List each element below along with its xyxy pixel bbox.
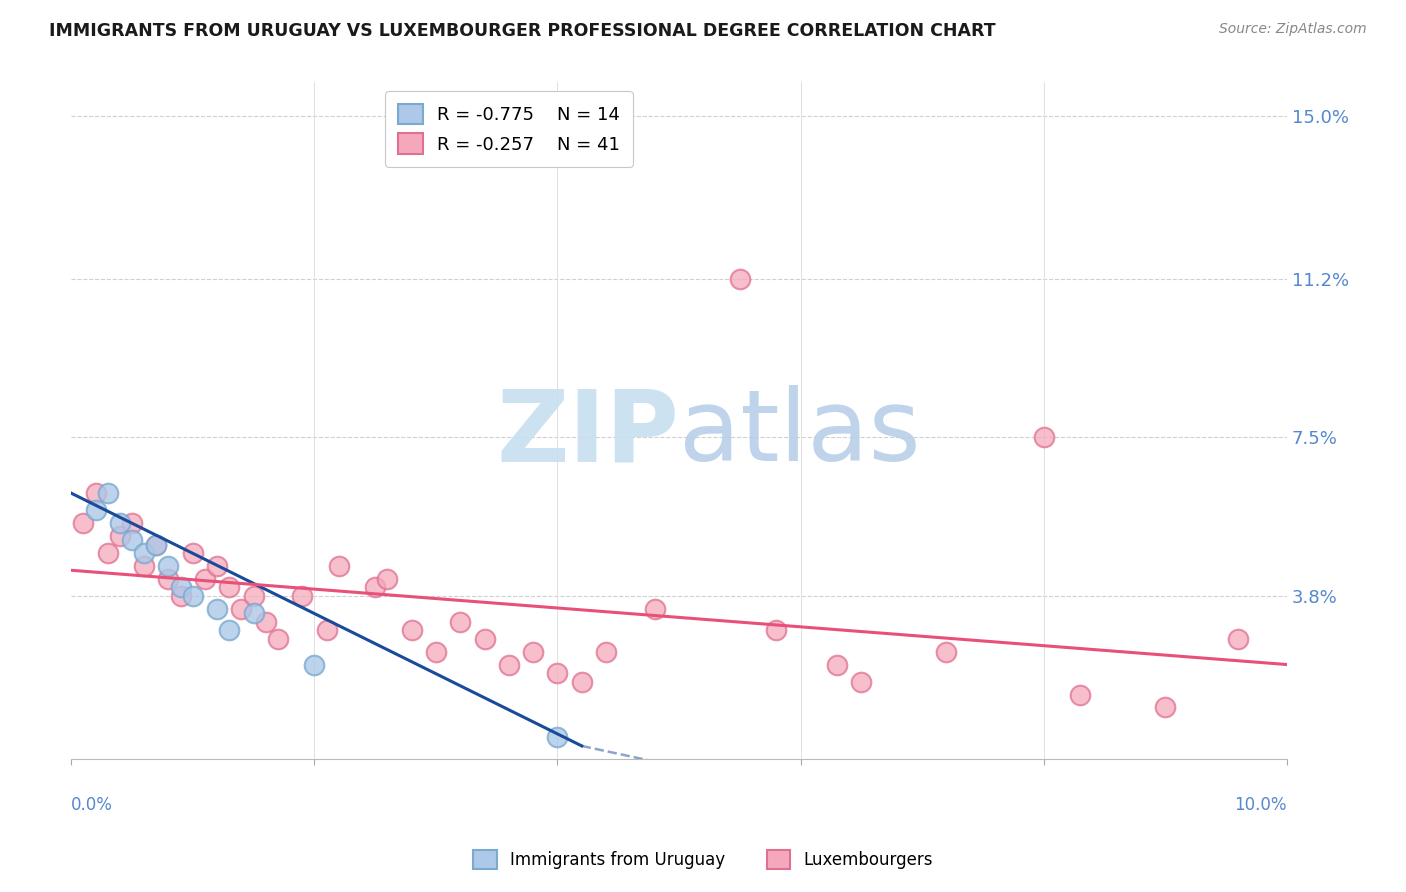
Point xyxy=(375,572,398,586)
Point xyxy=(145,538,167,552)
Point xyxy=(401,624,423,638)
Point xyxy=(108,516,131,531)
Point xyxy=(291,589,314,603)
Point xyxy=(84,486,107,500)
Point xyxy=(304,657,326,672)
Point xyxy=(84,503,107,517)
Text: IMMIGRANTS FROM URUGUAY VS LUXEMBOURGER PROFESSIONAL DEGREE CORRELATION CHART: IMMIGRANTS FROM URUGUAY VS LUXEMBOURGER … xyxy=(49,22,995,40)
Point xyxy=(728,272,751,286)
Point xyxy=(157,559,180,574)
Point xyxy=(595,645,617,659)
Point xyxy=(546,666,568,681)
Point xyxy=(644,602,666,616)
Point xyxy=(121,533,143,548)
Point xyxy=(474,632,496,646)
Point xyxy=(97,546,120,560)
Point xyxy=(1069,688,1091,702)
Point xyxy=(181,546,204,560)
Point xyxy=(157,572,180,586)
Text: atlas: atlas xyxy=(679,385,921,483)
Point xyxy=(242,606,264,620)
Point xyxy=(825,657,848,672)
Point xyxy=(108,529,131,543)
Point xyxy=(218,624,240,638)
Point xyxy=(522,645,544,659)
Point xyxy=(97,486,120,500)
Point xyxy=(935,645,957,659)
Point xyxy=(231,602,253,616)
Text: 0.0%: 0.0% xyxy=(72,796,112,814)
Point xyxy=(205,602,228,616)
Point xyxy=(194,572,217,586)
Point xyxy=(242,589,264,603)
Point xyxy=(328,559,350,574)
Legend: Immigrants from Uruguay, Luxembourgers: Immigrants from Uruguay, Luxembourgers xyxy=(463,840,943,880)
Point xyxy=(205,559,228,574)
Point xyxy=(134,546,156,560)
Point xyxy=(571,674,593,689)
Point xyxy=(546,731,568,745)
Point xyxy=(1032,430,1054,444)
Point xyxy=(1154,700,1177,714)
Point xyxy=(851,674,873,689)
Point xyxy=(181,589,204,603)
Text: 10.0%: 10.0% xyxy=(1234,796,1286,814)
Point xyxy=(254,615,277,629)
Point xyxy=(498,657,520,672)
Point xyxy=(449,615,471,629)
Point xyxy=(145,538,167,552)
Point xyxy=(134,559,156,574)
Point xyxy=(169,589,191,603)
Point xyxy=(121,516,143,531)
Point xyxy=(169,581,191,595)
Point xyxy=(267,632,290,646)
Point xyxy=(1227,632,1250,646)
Text: Source: ZipAtlas.com: Source: ZipAtlas.com xyxy=(1219,22,1367,37)
Point xyxy=(72,516,94,531)
Point xyxy=(218,581,240,595)
Legend: R = -0.775    N = 14, R = -0.257    N = 41: R = -0.775 N = 14, R = -0.257 N = 41 xyxy=(385,91,633,167)
Point xyxy=(425,645,447,659)
Point xyxy=(364,581,387,595)
Text: ZIP: ZIP xyxy=(496,385,679,483)
Point xyxy=(315,624,337,638)
Point xyxy=(765,624,787,638)
